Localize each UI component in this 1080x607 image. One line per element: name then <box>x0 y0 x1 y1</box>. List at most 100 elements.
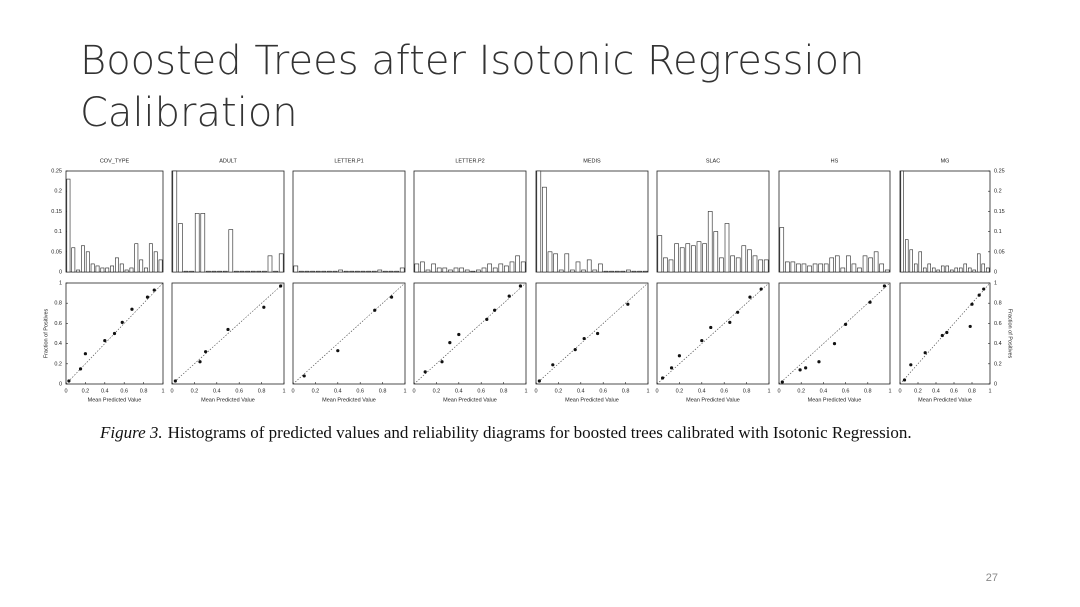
histogram-bar <box>851 263 857 273</box>
y-tick-label: 0.2 <box>994 189 1002 195</box>
plot-frame <box>65 282 164 385</box>
histogram-bar <box>453 267 459 273</box>
histogram-bar <box>927 263 931 273</box>
panel-title: LETTER.P2 <box>455 158 484 164</box>
x-tick-label: 0.4 <box>820 388 828 394</box>
histogram-bar <box>448 269 453 273</box>
x-tick-label: 1 <box>646 388 649 394</box>
y-tick-label: 0.2 <box>54 361 62 367</box>
x-tick-label: 1 <box>161 388 164 394</box>
x-tick-label: 0.8 <box>864 388 872 394</box>
histogram-bar <box>592 269 598 273</box>
histogram-bar <box>464 269 470 273</box>
histogram-bar <box>492 267 498 273</box>
x-tick-label: 0 <box>64 388 67 394</box>
plot-frame <box>899 282 991 385</box>
scatter-point <box>423 370 427 374</box>
x-tick-label: 0 <box>898 388 901 394</box>
scatter-point <box>226 327 230 332</box>
histogram-bar <box>504 265 509 273</box>
panel-title: COV_TYPE <box>100 158 130 164</box>
scatter-point <box>493 308 497 312</box>
plot-frame <box>535 170 649 273</box>
x-tick-label: 0.8 <box>743 388 751 394</box>
scatter-point <box>262 305 266 309</box>
histogram-bar <box>310 270 315 273</box>
x-tick-label: 0.6 <box>477 388 485 394</box>
histogram-bar <box>949 269 954 273</box>
histogram-bar <box>674 243 679 273</box>
histogram-bar <box>637 270 642 273</box>
histogram-bar <box>922 267 927 273</box>
scatter-point <box>551 363 555 367</box>
histogram-bar <box>178 223 183 273</box>
scatter-point <box>120 320 124 324</box>
histogram-bar <box>250 270 256 273</box>
histogram-bar <box>598 263 603 273</box>
panel: SLAC <box>656 158 770 273</box>
histogram-bar <box>273 270 278 273</box>
histogram-bar <box>321 270 327 273</box>
x-tick-label: 0.8 <box>622 388 630 394</box>
histogram-bar <box>139 259 144 273</box>
plot-frame <box>778 170 891 273</box>
histogram-bar <box>515 255 520 273</box>
histogram-bar <box>575 261 581 273</box>
histogram-bar <box>134 243 139 273</box>
x-axis-label: Mean Predicted Value <box>201 397 255 403</box>
histogram-bar <box>829 257 834 273</box>
histogram-bar <box>394 270 399 273</box>
y-tick-label: 0.8 <box>54 301 62 307</box>
scatter-point <box>279 284 283 288</box>
y-axis-label: Fraction of Positives <box>1007 309 1013 359</box>
histogram-bar <box>148 243 153 273</box>
histogram-bar <box>713 231 719 273</box>
histogram-bar <box>383 270 388 273</box>
histogram-bar <box>586 259 592 273</box>
scatter-point <box>804 366 808 370</box>
x-tick-label: 0.6 <box>120 388 128 394</box>
histogram-bar <box>338 269 343 273</box>
x-tick-label: 0.2 <box>433 388 441 394</box>
y-tick-label: 0.4 <box>994 341 1002 347</box>
histogram-bar <box>918 251 922 273</box>
scatter-point <box>537 379 541 383</box>
scatter-point <box>798 368 802 372</box>
scatter-point <box>518 284 523 288</box>
histogram-bar <box>840 267 846 273</box>
panel: MEDIS <box>535 158 649 273</box>
histogram-bar <box>85 251 90 273</box>
panel-title: SLAC <box>706 158 720 164</box>
scatter-point <box>909 363 913 367</box>
histogram-bar <box>360 270 366 273</box>
y-tick-label: 0.1 <box>54 229 62 235</box>
x-tick-label: 0.8 <box>968 388 976 394</box>
histogram-bar <box>414 263 420 273</box>
x-tick-label: 1 <box>988 388 991 394</box>
scatter-point <box>709 325 713 330</box>
x-tick-label: 1 <box>888 388 891 394</box>
x-tick-label: 0 <box>291 388 294 394</box>
plot-frame <box>171 170 285 273</box>
scatter-point <box>882 284 887 288</box>
plot-frame <box>292 170 406 273</box>
scatter-point <box>373 308 377 312</box>
scatter-point <box>573 348 577 352</box>
histogram-bar <box>570 269 575 273</box>
y-tick-label: 0.8 <box>994 301 1002 307</box>
x-tick-label: 0.8 <box>258 388 266 394</box>
histogram-bar <box>487 263 492 273</box>
scatter-point <box>626 302 630 306</box>
histogram-bar <box>730 255 735 273</box>
scatter-point <box>748 295 752 299</box>
histogram-bar <box>278 253 284 273</box>
scatter-point <box>780 380 784 384</box>
diagonal <box>656 282 770 385</box>
panel: Mean Predicted Value 0 0.2 0.4 0.6 0.8 1 <box>655 282 771 403</box>
x-tick-label: 0.4 <box>101 388 109 394</box>
histogram-bar <box>66 178 71 273</box>
histogram-bar <box>785 261 790 273</box>
histogram-bar <box>958 267 963 273</box>
scatter-point <box>902 378 907 382</box>
histogram-bar <box>343 270 349 273</box>
